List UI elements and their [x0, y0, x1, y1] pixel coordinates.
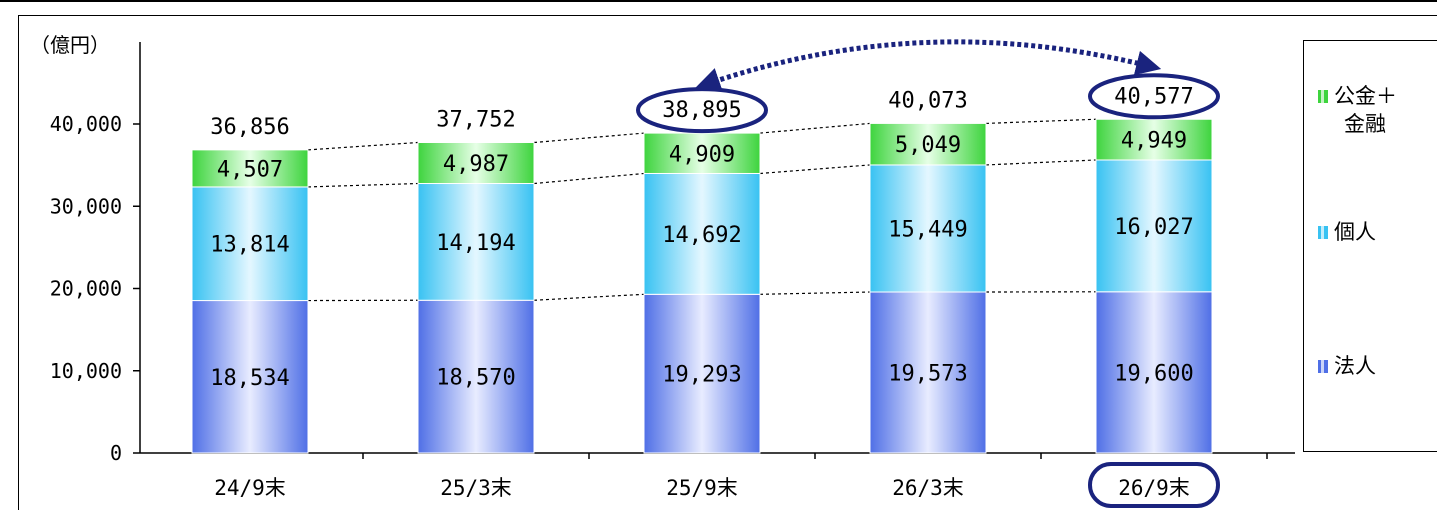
- connector-line: [985, 159, 1097, 166]
- segment-value-label: 19,600: [1114, 361, 1193, 386]
- segment-value-label: 19,293: [662, 363, 741, 388]
- legend-label: 金融: [1344, 112, 1386, 136]
- connector-line: [307, 141, 419, 151]
- segment-value-label: 4,949: [1121, 129, 1187, 154]
- x-tick-label: 24/9末: [214, 476, 286, 500]
- comparison-arrow: [695, 39, 1162, 92]
- total-value-label: 40,577: [1114, 84, 1193, 109]
- connector-line: [307, 182, 419, 188]
- bar-segment-corporate: [1095, 291, 1213, 454]
- segment-value-label: 18,570: [436, 366, 515, 391]
- legend-label: 公金＋: [1334, 84, 1397, 108]
- segment-value-label: 4,909: [669, 142, 735, 167]
- bar-segment-individual: [643, 172, 761, 295]
- connector-line: [533, 172, 645, 185]
- y-unit-label: （億円）: [30, 33, 110, 57]
- total-value-label: 40,073: [888, 88, 967, 113]
- x-tick-label: 25/9末: [666, 476, 738, 500]
- bar-segment-public-finance: [869, 122, 987, 166]
- legend: 公金＋ 金融個人法人: [1303, 40, 1437, 452]
- legend-item: 公金＋ 金融: [1318, 84, 1397, 136]
- legend-item: 法人: [1318, 354, 1376, 378]
- total-value-label: 38,895: [662, 98, 741, 123]
- connector-line: [759, 164, 871, 175]
- chart-frame: [18, 15, 1437, 510]
- x-tick-label: 25/3末: [440, 476, 512, 500]
- segment-value-label: 4,507: [217, 157, 283, 182]
- legend-label: 法人: [1334, 354, 1376, 378]
- segment-value-label: 5,049: [895, 133, 961, 158]
- bar-segment-corporate: [191, 300, 309, 454]
- connector-line: [759, 291, 871, 295]
- connector-lines: [307, 118, 1097, 302]
- bar-segment-public-finance: [643, 132, 761, 174]
- bar-segment-public-finance: [191, 149, 309, 188]
- segment-value-label: 14,194: [436, 231, 515, 256]
- connector-line: [533, 132, 645, 144]
- y-tick-label: 40,000: [50, 112, 122, 136]
- segment-value-label: 14,692: [662, 223, 741, 248]
- connector-line: [985, 118, 1097, 125]
- x-tick-label: 26/3末: [892, 476, 964, 500]
- highlight-category-outline: [1088, 462, 1220, 508]
- value-labels: 18,534 13,814 4,507 36,856 18,570 14,194 4,987…: [210, 84, 1193, 391]
- segment-value-label: 15,449: [888, 217, 967, 242]
- segment-value-label: 16,027: [1114, 215, 1193, 240]
- y-tick-label: 10,000: [50, 359, 122, 383]
- legend-swatch-highlight: [1321, 90, 1324, 103]
- top-rule: [0, 0, 1437, 2]
- y-tick-label: 30,000: [50, 194, 122, 218]
- highlight-annotations: [636, 39, 1220, 508]
- x-tick-labels: 24/9末 25/3末 25/9末 26/3末 26/9末: [214, 453, 1268, 500]
- bar-segment-corporate: [643, 293, 761, 454]
- segment-value-label: 19,573: [888, 362, 967, 387]
- bar-segment-public-finance: [1095, 118, 1213, 161]
- bar-segment-public-finance: [417, 141, 535, 185]
- bar-segment-individual: [1095, 159, 1213, 293]
- connector-line: [533, 293, 645, 301]
- total-value-label: 36,856: [210, 115, 289, 140]
- total-value-label: 37,752: [436, 107, 515, 132]
- segment-value-label: 18,534: [210, 366, 289, 391]
- x-tick-label: 26/9末: [1118, 476, 1190, 500]
- segment-value-label: 4,987: [443, 152, 509, 177]
- y-tick-label: 0: [110, 441, 122, 465]
- segment-value-label: 13,814: [210, 233, 289, 258]
- connector-line: [759, 122, 871, 134]
- legend-swatch-highlight: [1321, 360, 1324, 373]
- legend-swatch-highlight: [1321, 226, 1324, 239]
- bar-segment-individual: [869, 164, 987, 293]
- bar-segment-corporate: [869, 291, 987, 454]
- bar-segment-individual: [191, 186, 309, 302]
- bar-segment-individual: [417, 183, 535, 301]
- legend-item: 個人: [1318, 220, 1376, 244]
- legend-label: 個人: [1334, 220, 1376, 244]
- y-tick-label: 20,000: [50, 277, 122, 301]
- bars: [191, 118, 1213, 454]
